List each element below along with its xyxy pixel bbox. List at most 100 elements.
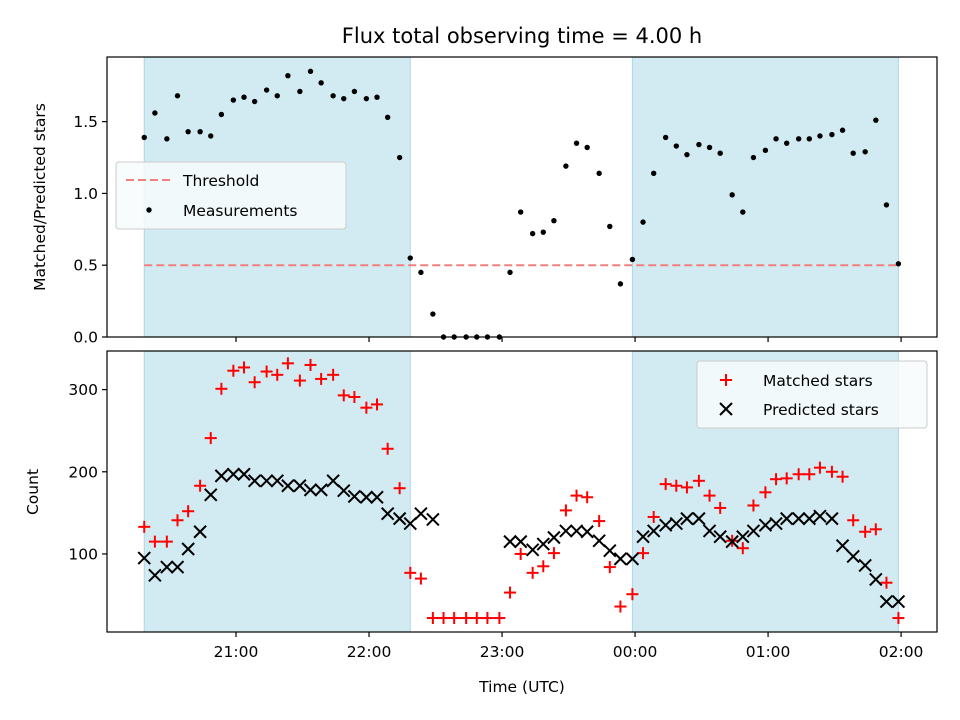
measurement-point bbox=[152, 110, 158, 116]
chart-title: Flux total observing time = 4.00 h bbox=[342, 24, 702, 48]
matched-star-point bbox=[315, 372, 328, 385]
matched-star-point bbox=[547, 547, 560, 560]
matched-star-point bbox=[880, 576, 893, 589]
count-markers bbox=[137, 357, 906, 625]
predicted-star-point bbox=[314, 483, 328, 497]
matched-star-point bbox=[437, 612, 450, 625]
predicted-star-point bbox=[547, 530, 561, 545]
matched-star-point bbox=[680, 481, 693, 494]
predicted-star-point bbox=[580, 525, 594, 539]
matched-star-point bbox=[414, 572, 427, 585]
matched-star-point bbox=[360, 401, 373, 414]
predicted-star-point bbox=[779, 511, 794, 526]
matched-star-point bbox=[892, 612, 905, 625]
predicted-star-point bbox=[791, 511, 806, 526]
matched-star-point bbox=[448, 612, 461, 625]
matched-star-point bbox=[770, 473, 783, 486]
legend-predicted-swatch bbox=[719, 402, 733, 416]
top-y-axis-label: Matched/Predicted stars bbox=[31, 103, 49, 291]
measurement-point bbox=[230, 97, 237, 103]
legend-matched-swatch bbox=[720, 374, 732, 386]
bottom-y-tick-label: 200 bbox=[68, 463, 98, 481]
matched-star-point bbox=[138, 520, 151, 533]
predicted-star-point bbox=[204, 488, 218, 502]
matched-star-point bbox=[171, 514, 184, 527]
measurement-point bbox=[862, 149, 868, 155]
predicted-star-point bbox=[181, 542, 195, 556]
measurement-point bbox=[164, 136, 170, 142]
predicted-star-point bbox=[214, 469, 229, 483]
predicted-star-point bbox=[879, 594, 894, 609]
predicted-star-point bbox=[736, 529, 750, 544]
predicted-star-point bbox=[835, 539, 850, 553]
predicted-star-point bbox=[825, 511, 839, 526]
measurement-point bbox=[330, 93, 336, 99]
matched-star-point bbox=[803, 468, 816, 481]
top-y-ticks: 0.0 0.5 1.0 1.5 bbox=[73, 113, 107, 347]
bottom-y-ticks: 100 200 300 bbox=[68, 381, 107, 563]
matched-star-point bbox=[327, 368, 340, 381]
matched-star-point bbox=[570, 489, 583, 502]
measurement-point bbox=[208, 133, 214, 139]
predicted-star-point bbox=[646, 524, 661, 538]
measurements-markers bbox=[141, 68, 902, 340]
measurement-point bbox=[839, 127, 846, 133]
predicted-star-point bbox=[891, 594, 906, 609]
predicted-star-point bbox=[869, 572, 883, 587]
matched-star-point bbox=[381, 442, 394, 455]
bottom-y-axis-label: Count bbox=[24, 469, 42, 515]
matched-star-point bbox=[747, 499, 760, 512]
matched-star-point bbox=[559, 504, 572, 517]
matched-star-point bbox=[825, 465, 838, 478]
predicted-star-point bbox=[259, 474, 274, 488]
predicted-star-point bbox=[193, 525, 207, 539]
matched-star-point bbox=[504, 586, 517, 599]
measurement-point bbox=[374, 94, 380, 100]
measurement-point bbox=[629, 256, 636, 263]
measurement-point bbox=[696, 141, 702, 148]
measurement-point bbox=[174, 93, 181, 99]
measurement-point bbox=[197, 128, 203, 135]
measurement-point bbox=[540, 229, 546, 235]
count-panel: 100 200 300 21:00 22:00 23:00 00:00 01:00 02:00… bbox=[24, 350, 938, 661]
legend-threshold-label: Threshold bbox=[182, 172, 259, 190]
predicted-star-point bbox=[725, 534, 739, 549]
measurement-point bbox=[185, 128, 191, 135]
measurement-point bbox=[684, 151, 690, 158]
measurement-point bbox=[773, 136, 779, 142]
top-observing-window-1 bbox=[631, 56, 899, 338]
measurement-point bbox=[883, 202, 890, 208]
measurement-point bbox=[573, 140, 580, 146]
matched-star-point bbox=[182, 505, 195, 518]
measurement-point bbox=[563, 163, 569, 169]
predicted-star-point bbox=[513, 534, 528, 549]
ratio-panel: 0.0 0.5 1.0 1.5 Matched/Predicted stars Thr… bbox=[31, 56, 938, 347]
matched-star-point bbox=[337, 389, 350, 402]
predicted-star-point bbox=[603, 543, 617, 558]
predicted-star-point bbox=[858, 558, 872, 573]
matched-star-point bbox=[160, 535, 173, 548]
predicted-star-point bbox=[426, 512, 440, 527]
matched-star-point bbox=[227, 364, 240, 377]
matched-star-point bbox=[736, 542, 749, 555]
predicted-star-point bbox=[392, 511, 407, 526]
matched-star-point bbox=[647, 510, 660, 523]
measurement-point bbox=[285, 72, 291, 79]
legend-matched-label: Matched stars bbox=[763, 372, 873, 390]
predicted-star-point bbox=[559, 524, 573, 538]
predicted-star-point bbox=[237, 467, 251, 481]
x-tick-label: 02:00 bbox=[879, 643, 924, 661]
predicted-star-point bbox=[625, 552, 640, 566]
predicted-star-point bbox=[137, 551, 151, 565]
measurement-point bbox=[430, 311, 436, 317]
matched-star-point bbox=[859, 525, 872, 538]
matched-star-point bbox=[371, 398, 384, 411]
matched-star-point bbox=[514, 547, 527, 560]
matched-star-point bbox=[869, 523, 882, 536]
matched-star-point bbox=[537, 560, 550, 573]
predicted-star-point bbox=[713, 529, 727, 544]
measurement-point bbox=[829, 131, 835, 138]
top-axes-frame bbox=[106, 56, 938, 338]
measurement-point bbox=[241, 94, 247, 100]
predicted-star-point bbox=[525, 543, 540, 557]
